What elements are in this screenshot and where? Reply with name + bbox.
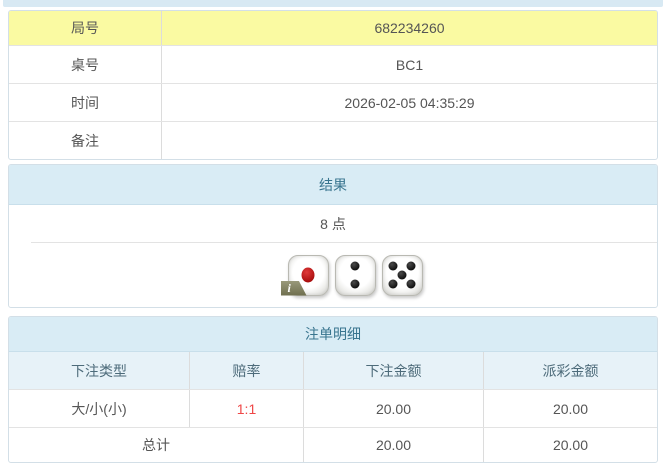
top-bar xyxy=(3,0,663,7)
die-pip xyxy=(350,279,360,289)
bet-amount: 20.00 xyxy=(303,390,483,427)
table-number-label: 桌号 xyxy=(9,46,162,83)
bet-odds: 1:1 xyxy=(189,390,303,427)
round-number-value: 682234260 xyxy=(374,20,445,36)
total-label: 总计 xyxy=(142,437,170,453)
die-pip xyxy=(406,261,416,271)
bet-type: 大/小(小) xyxy=(71,400,127,417)
game-info-panel: 局号 682234260 桌号 BC1 时间 2026-02-05 04:35:… xyxy=(8,10,658,160)
die-pip xyxy=(388,261,398,271)
total-row: 总计 20.00 20.00 xyxy=(9,427,657,462)
result-header: 结果 xyxy=(9,165,657,205)
result-points: 8 点 xyxy=(320,215,346,232)
bet-row: 大/小(小) 1:1 20.00 20.00 xyxy=(9,389,657,427)
bet-details-header: 注单明细 xyxy=(9,317,657,352)
dice-result: i xyxy=(31,242,657,307)
die-pip xyxy=(397,270,407,280)
result-panel: 结果 8 点 i xyxy=(8,164,658,308)
die-pip xyxy=(388,279,398,289)
die-second xyxy=(334,254,376,296)
payout-amount: 20.00 xyxy=(483,390,657,427)
total-payout-amount: 20.00 xyxy=(483,428,657,462)
round-number-label: 局号 xyxy=(9,11,162,45)
die-third xyxy=(381,254,423,296)
col-payout-amount: 派彩金额 xyxy=(483,352,657,389)
remark-value xyxy=(162,122,657,159)
game-info-row-round: 局号 682234260 xyxy=(9,11,657,45)
die-pip xyxy=(406,279,416,289)
info-icon[interactable]: i xyxy=(280,280,307,296)
col-bet-type: 下注类型 xyxy=(71,362,127,379)
bet-details-panel: 注单明细 下注类型 赔率 下注金额 派彩金额 大/小(小) 1:1 20.00 … xyxy=(8,316,658,463)
game-info-row-time: 时间 2026-02-05 04:35:29 xyxy=(9,83,657,121)
die-first: i xyxy=(280,254,329,296)
game-info-row-remark: 备注 xyxy=(9,121,657,159)
die-pip xyxy=(350,261,360,271)
time-value: 2026-02-05 04:35:29 xyxy=(344,94,475,111)
bet-details-column-header: 下注类型 赔率 下注金额 派彩金额 xyxy=(9,352,657,389)
die-pip xyxy=(301,267,315,283)
time-label: 时间 xyxy=(9,84,162,121)
remark-label: 备注 xyxy=(9,122,162,159)
col-odds: 赔率 xyxy=(189,352,303,389)
table-number-value: BC1 xyxy=(395,56,424,73)
total-bet-amount: 20.00 xyxy=(303,428,483,462)
col-bet-amount: 下注金额 xyxy=(303,352,483,389)
game-info-row-table: 桌号 BC1 xyxy=(9,45,657,83)
